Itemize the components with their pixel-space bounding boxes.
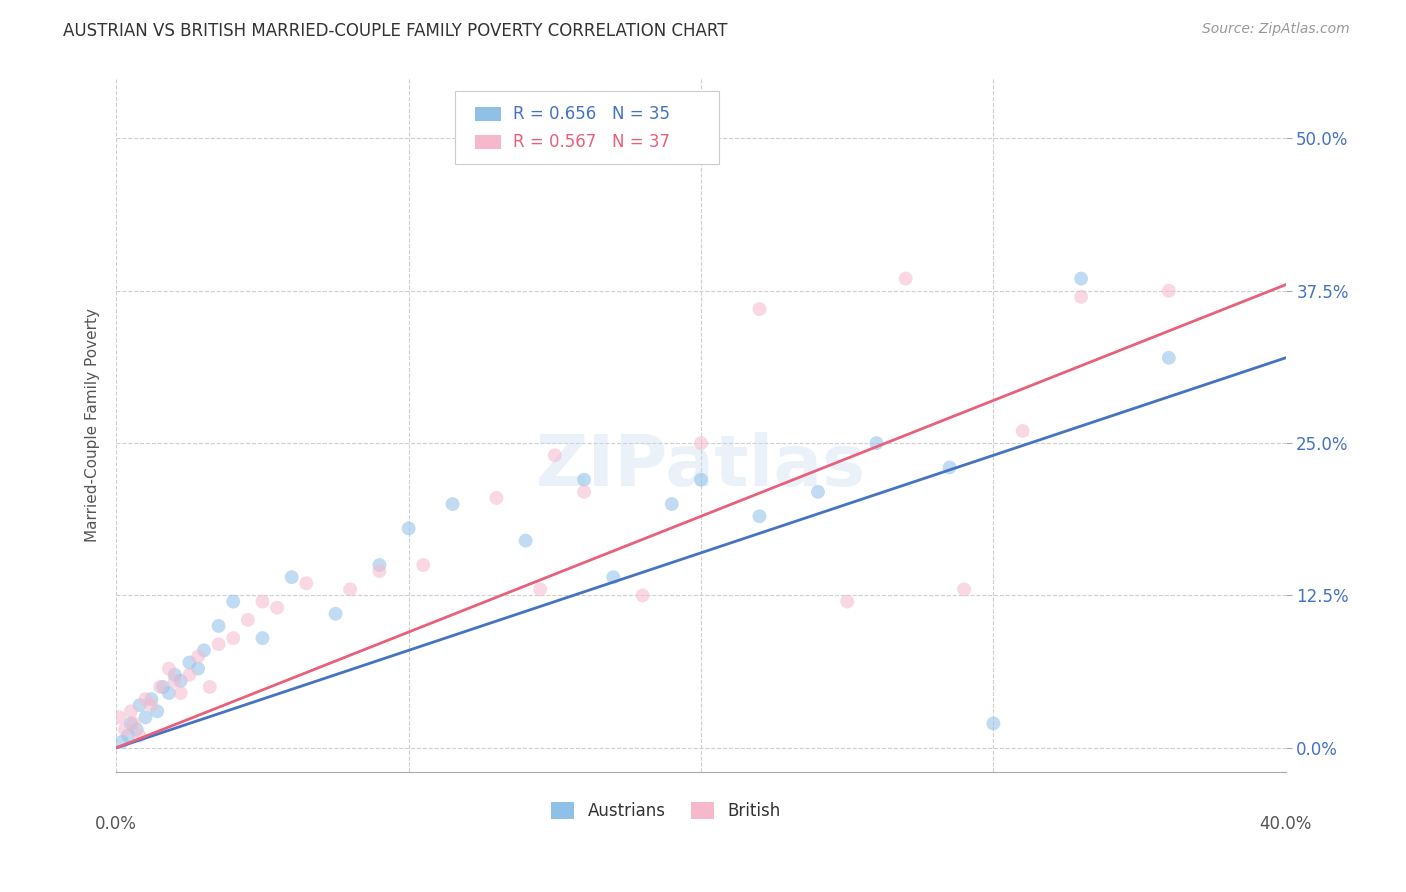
Point bbox=[456, 119, 478, 133]
Point bbox=[128, 729, 150, 743]
Point bbox=[120, 716, 142, 731]
Point bbox=[485, 491, 508, 505]
Point bbox=[1157, 284, 1180, 298]
Point bbox=[128, 698, 150, 713]
Point bbox=[544, 448, 567, 462]
FancyBboxPatch shape bbox=[475, 107, 501, 121]
Point bbox=[938, 460, 960, 475]
Point bbox=[198, 680, 221, 694]
Legend: Austrians, British: Austrians, British bbox=[544, 795, 787, 826]
Point bbox=[441, 497, 464, 511]
Point bbox=[398, 521, 420, 535]
Point bbox=[146, 704, 169, 718]
Point bbox=[134, 710, 156, 724]
Point bbox=[141, 698, 163, 713]
Point bbox=[141, 692, 163, 706]
Point bbox=[1070, 290, 1092, 304]
Text: Source: ZipAtlas.com: Source: ZipAtlas.com bbox=[1202, 22, 1350, 37]
Point bbox=[1157, 351, 1180, 365]
FancyBboxPatch shape bbox=[456, 91, 718, 164]
Point bbox=[252, 631, 274, 645]
Point bbox=[1070, 271, 1092, 285]
Point bbox=[125, 723, 148, 737]
Point bbox=[236, 613, 259, 627]
Point bbox=[339, 582, 361, 597]
Point bbox=[807, 484, 830, 499]
Point bbox=[179, 656, 201, 670]
Point bbox=[412, 558, 434, 572]
Text: AUSTRIAN VS BRITISH MARRIED-COUPLE FAMILY POVERTY CORRELATION CHART: AUSTRIAN VS BRITISH MARRIED-COUPLE FAMIL… bbox=[63, 22, 728, 40]
Point bbox=[163, 673, 186, 688]
Text: 0.0%: 0.0% bbox=[96, 815, 138, 833]
Point bbox=[108, 710, 131, 724]
Point bbox=[529, 582, 551, 597]
Point bbox=[252, 594, 274, 608]
Point bbox=[207, 637, 229, 651]
Point bbox=[149, 680, 172, 694]
Point bbox=[748, 301, 770, 316]
Point bbox=[122, 716, 145, 731]
Point bbox=[207, 619, 229, 633]
Point bbox=[114, 723, 136, 737]
Point bbox=[152, 680, 174, 694]
Point bbox=[187, 649, 209, 664]
Point bbox=[222, 631, 245, 645]
Point bbox=[631, 589, 654, 603]
Point bbox=[602, 570, 624, 584]
Y-axis label: Married-Couple Family Poverty: Married-Couple Family Poverty bbox=[86, 308, 100, 541]
Point bbox=[157, 662, 180, 676]
Point bbox=[163, 667, 186, 681]
Point bbox=[295, 576, 318, 591]
Point bbox=[179, 667, 201, 681]
Point bbox=[515, 533, 537, 548]
Point bbox=[117, 729, 139, 743]
Point bbox=[120, 704, 142, 718]
Point bbox=[572, 484, 595, 499]
Point bbox=[661, 497, 683, 511]
Point bbox=[953, 582, 976, 597]
Point bbox=[187, 662, 209, 676]
Text: R = 0.567   N = 37: R = 0.567 N = 37 bbox=[513, 133, 669, 151]
Point bbox=[169, 673, 191, 688]
Point bbox=[572, 473, 595, 487]
Text: ZIPatlas: ZIPatlas bbox=[536, 432, 866, 501]
Point bbox=[193, 643, 215, 657]
Point bbox=[111, 735, 134, 749]
Point bbox=[222, 594, 245, 608]
Point bbox=[157, 686, 180, 700]
Point bbox=[169, 686, 191, 700]
Point bbox=[280, 570, 302, 584]
Point bbox=[983, 716, 1005, 731]
Text: R = 0.656   N = 35: R = 0.656 N = 35 bbox=[513, 105, 669, 123]
Point bbox=[368, 558, 391, 572]
Point bbox=[266, 600, 288, 615]
FancyBboxPatch shape bbox=[475, 135, 501, 149]
Point bbox=[690, 436, 713, 450]
Point bbox=[368, 564, 391, 578]
Point bbox=[865, 436, 887, 450]
Point bbox=[748, 509, 770, 524]
Text: 40.0%: 40.0% bbox=[1260, 815, 1312, 833]
Point bbox=[134, 692, 156, 706]
Point bbox=[690, 473, 713, 487]
Point bbox=[837, 594, 859, 608]
Point bbox=[325, 607, 347, 621]
Point bbox=[1011, 424, 1033, 438]
Point bbox=[894, 271, 917, 285]
